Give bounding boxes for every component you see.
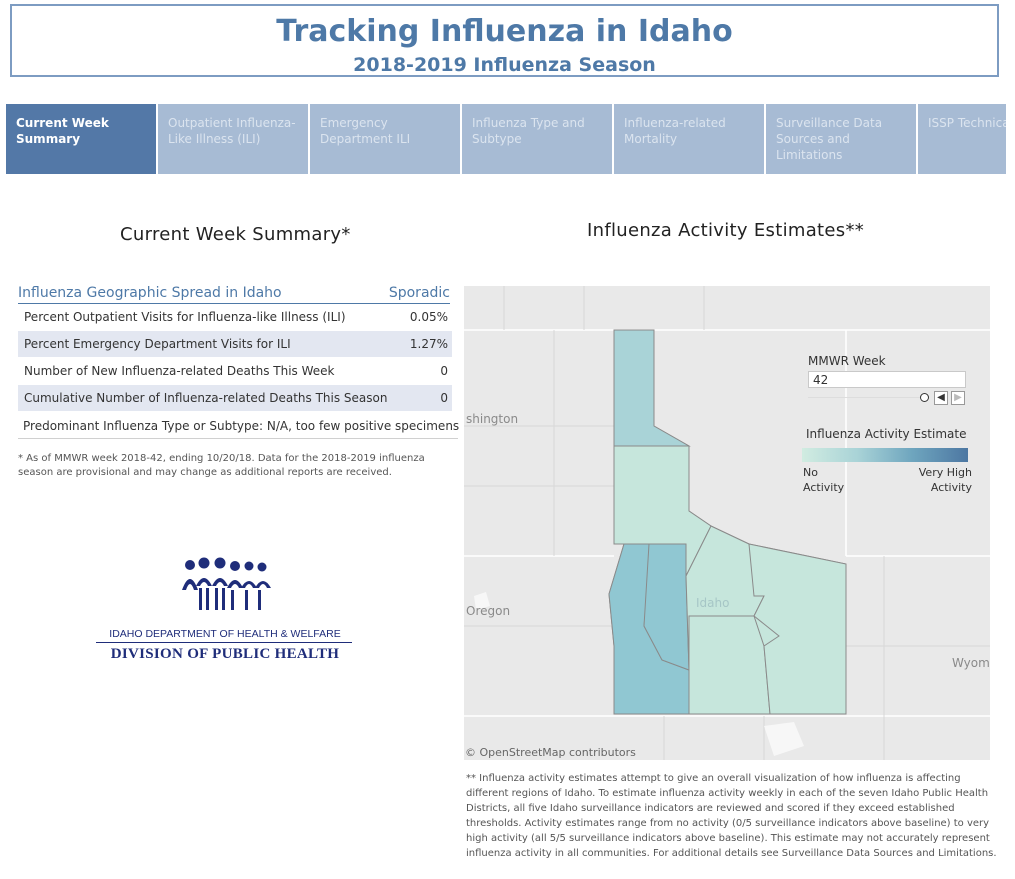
mmwr-week-slider[interactable] xyxy=(808,390,929,406)
legend-title: Influenza Activity Estimate xyxy=(806,427,967,441)
chevron-right-icon[interactable]: ▶ xyxy=(951,391,965,405)
summary-row-outpatient-ili: Percent Outpatient Visits for Influenza-… xyxy=(18,304,452,330)
chevron-left-icon[interactable]: ◀ xyxy=(934,391,948,405)
geographic-spread-label: Influenza Geographic Spread in Idaho xyxy=(18,285,282,301)
summary-row-label: Percent Emergency Department Visits for … xyxy=(24,337,291,351)
tab-current-week-summary[interactable]: Current Week Summary xyxy=(6,104,156,174)
tab-issp-technical[interactable]: ISSP Technica xyxy=(918,104,1006,174)
logo-division-text: DIVISION OF PUBLIC HEALTH xyxy=(110,646,340,662)
divider xyxy=(18,438,458,439)
tab-influenza-mortality[interactable]: Influenza-related Mortality xyxy=(614,104,764,174)
summary-row-ed-ili: Percent Emergency Department Visits for … xyxy=(18,331,452,357)
dashboard-header: Tracking Influenza in Idaho 2018-2019 In… xyxy=(10,4,999,77)
summary-row-label: Number of New Influenza-related Deaths T… xyxy=(24,364,335,378)
map-label-wyoming: Wyom xyxy=(952,656,990,670)
tab-influenza-type-subtype[interactable]: Influenza Type and Subtype xyxy=(462,104,612,174)
dashboard-title: Tracking Influenza in Idaho xyxy=(276,14,733,49)
map-attribution[interactable]: © OpenStreetMap contributors xyxy=(465,746,636,759)
summary-row-label: Cumulative Number of Influenza-related D… xyxy=(24,391,388,405)
summary-row-value: 1.27% xyxy=(409,337,448,351)
summary-section-title: Current Week Summary* xyxy=(120,224,351,245)
mmwr-week-label: MMWR Week xyxy=(808,354,886,368)
tab-outpatient-ili[interactable]: Outpatient Influenza- Like Illness (ILI) xyxy=(158,104,308,174)
legend-high-label: Very High Activity xyxy=(918,466,972,494)
tab-emergency-department-ili[interactable]: Emergency Department ILI xyxy=(310,104,460,174)
tab-bar: Current Week Summary Outpatient Influenz… xyxy=(6,104,1006,174)
predominant-type-text: Predominant Influenza Type or Subtype: N… xyxy=(23,419,460,433)
summary-row-cumulative-deaths: Cumulative Number of Influenza-related D… xyxy=(18,385,452,411)
influenza-activity-map[interactable]: shington Oregon Idaho Wyom MMWR Week 42 … xyxy=(464,286,990,760)
summary-row-new-deaths: Number of New Influenza-related Deaths T… xyxy=(18,358,452,384)
tab-surveillance-data-sources[interactable]: Surveillance Data Sources and Limitation… xyxy=(766,104,916,174)
map-footnote: ** Influenza activity estimates attempt … xyxy=(466,773,997,859)
legend-low-label: No Activity xyxy=(803,466,845,494)
mmwr-week-input[interactable]: 42 xyxy=(808,371,966,388)
map-basemap xyxy=(464,286,990,760)
legend-color-scale xyxy=(802,448,968,462)
logo-department-text: IDAHO DEPARTMENT OF HEALTH & WELFARE xyxy=(109,628,341,640)
family-figures-icon xyxy=(182,557,271,610)
map-label-washington: shington xyxy=(466,412,519,426)
summary-row-label: Percent Outpatient Visits for Influenza-… xyxy=(24,310,346,324)
summary-row-value: 0 xyxy=(440,391,448,405)
summary-row-value: 0.05% xyxy=(409,310,448,324)
geographic-spread-row: Influenza Geographic Spread in Idaho Spo… xyxy=(18,284,450,304)
map-section-title: Influenza Activity Estimates** xyxy=(587,220,865,241)
idhw-logo: IDAHO DEPARTMENT OF HEALTH & WELFARE DIV… xyxy=(96,550,354,670)
logo-rule xyxy=(96,642,352,643)
slider-thumb[interactable] xyxy=(920,393,929,402)
summary-footnote: * As of MMWR week 2018-42, ending 10/20/… xyxy=(18,453,425,478)
map-label-idaho: Idaho xyxy=(696,596,730,610)
geographic-spread-value: Sporadic xyxy=(388,285,450,301)
summary-row-value: 0 xyxy=(440,364,448,378)
map-label-oregon: Oregon xyxy=(466,604,511,618)
slider-track xyxy=(808,397,926,398)
dashboard-subtitle: 2018-2019 Influenza Season xyxy=(353,54,656,76)
